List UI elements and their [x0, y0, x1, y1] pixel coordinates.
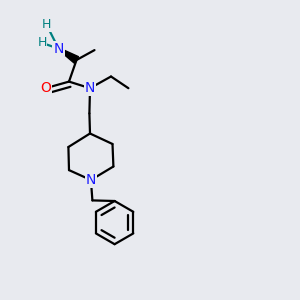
Polygon shape: [58, 48, 79, 63]
Text: H: H: [37, 36, 47, 50]
Text: N: N: [85, 81, 95, 95]
Text: N: N: [86, 173, 96, 187]
Text: N: N: [53, 42, 64, 56]
Text: H: H: [42, 18, 51, 31]
Text: O: O: [40, 81, 51, 95]
